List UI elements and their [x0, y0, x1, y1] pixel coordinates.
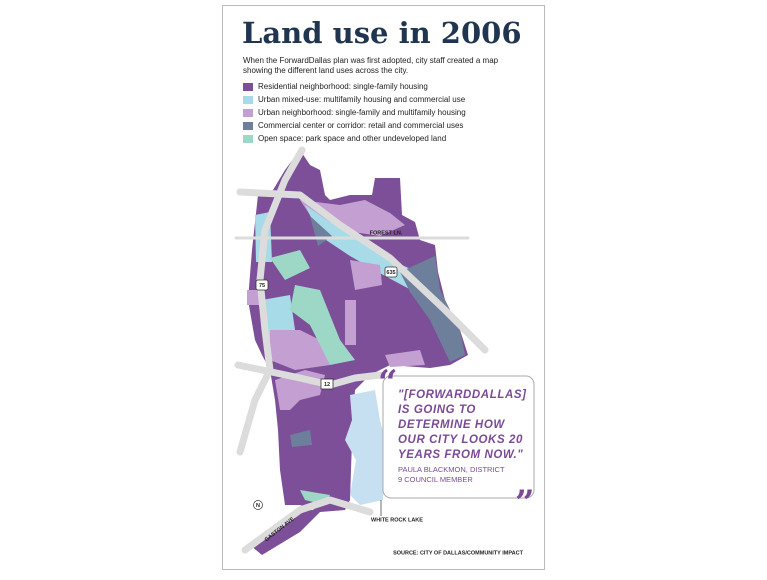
quote-mark: ” [515, 483, 535, 523]
quote-box: “ ” "[FORWARDDALLAS] IS GOING TO DETERMINE… [378, 363, 535, 523]
legend-label: Residential neighborhood: single-family … [258, 82, 428, 91]
legend-label: Open space: park space and other undevel… [258, 134, 446, 143]
road [236, 188, 489, 354]
legend-label: Urban neighborhood: single-family and mu… [258, 108, 466, 117]
quote-text: "[FORWARDDALLAS] IS GOING TO DETERMINE HOW… [398, 389, 527, 461]
quote-line: YEARS FROM NOW." [398, 449, 523, 461]
description-line: When the ForwardDallas plan was first ad… [243, 56, 499, 65]
land-area [345, 300, 356, 345]
highway-shield [255, 279, 269, 291]
description-line: showing the different land uses across t… [243, 66, 408, 75]
highway-shield [320, 378, 334, 390]
road-label: FOREST LN. [370, 230, 403, 236]
land-area [290, 430, 312, 447]
highway-label: 75 [259, 283, 265, 289]
attribution: PAULA BLACKMON, DISTRICT [398, 465, 505, 474]
legend-swatch [243, 109, 253, 117]
lake [345, 390, 385, 505]
land-area [385, 350, 425, 367]
highway-label: 635 [386, 270, 395, 276]
land-area [250, 510, 322, 555]
highway-label: 12 [324, 382, 330, 388]
lake-label: WHITE ROCK LAKE [371, 517, 423, 523]
land-area [270, 330, 330, 370]
quote-line: OUR CITY LOOKS 20 [398, 434, 523, 446]
land-area [248, 150, 468, 512]
legend-swatch [243, 135, 253, 143]
quote-line: "[FORWARDDALLAS] [398, 389, 527, 401]
land-area [270, 250, 310, 280]
land-area [290, 285, 355, 365]
legend-label: Commercial center or corridor: retail an… [258, 121, 463, 130]
quote-line: DETERMINE HOW [398, 419, 505, 431]
attribution: 9 COUNCIL MEMBER [398, 475, 473, 484]
legend-swatch [243, 122, 253, 130]
road [236, 146, 306, 456]
map: FOREST LN. 635 75 12 GASTON AVE. N WHITE… [234, 146, 489, 555]
legend-swatch [243, 83, 253, 91]
north-label: N [256, 503, 260, 509]
land-area [350, 260, 382, 290]
land-area [300, 200, 405, 236]
source: SOURCE: CITY OF DALLAS/COMMUNITY IMPACT [393, 550, 524, 556]
road [241, 496, 374, 554]
title: Land use in 2006 [242, 16, 522, 50]
quote-frame [382, 375, 535, 499]
legend-label: Urban mixed-use: multifamily housing and… [258, 95, 466, 104]
north-arrow [253, 500, 263, 510]
legend: Residential neighborhood: single-family … [243, 82, 466, 143]
highway-shield [384, 266, 398, 278]
quote-mark: “ [378, 363, 398, 403]
legend-swatch [243, 96, 253, 104]
quote-line: IS GOING TO [398, 404, 476, 416]
